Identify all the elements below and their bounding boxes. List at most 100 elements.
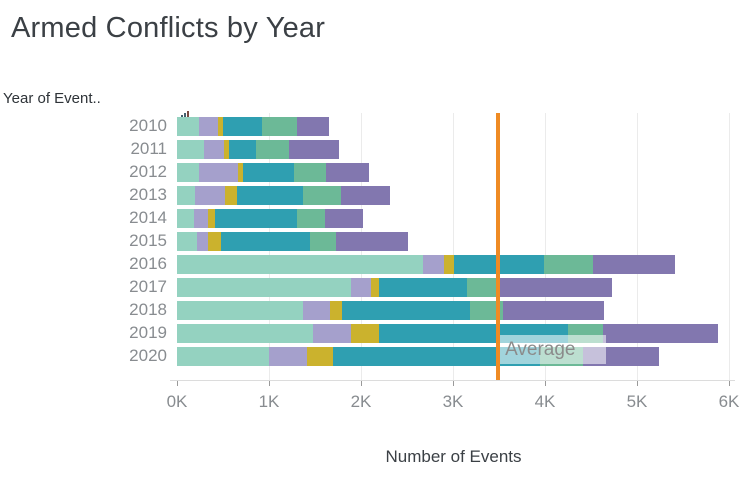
bar-2014-segment-gold[interactable] [208,209,215,228]
year-label-2017[interactable]: 2017 [129,277,167,296]
bar-2020-segment-gold[interactable] [306,347,334,366]
bar-2016-segment-purple[interactable] [592,255,675,274]
bar-2019-segment-purple[interactable] [602,324,718,343]
tick-mark-5K [637,381,638,386]
year-label-2020[interactable]: 2020 [129,346,167,365]
tick-label-6K: 6K [718,392,740,411]
bar-2017-segment-gold[interactable] [371,278,380,297]
plot-area: Average [177,113,730,380]
bar-2014-segment-lavender[interactable] [193,209,209,228]
bar-2013-segment-gold[interactable] [224,186,237,205]
bar-2015-segment-lavender[interactable] [197,232,209,251]
bar-2010-segment-green[interactable] [261,117,298,136]
bar-2018-segment-gold[interactable] [329,301,342,320]
bar-2014-segment-mint[interactable] [177,209,194,228]
bar-row-2019 [177,324,718,343]
bar-2017-segment-green[interactable] [466,278,499,297]
bar-2016-segment-lavender[interactable] [422,255,444,274]
average-reference-line[interactable] [496,113,501,380]
bar-2020-segment-teal[interactable] [333,347,541,366]
bar-row-2017 [177,278,613,297]
tick-mark-0K [177,381,178,386]
tick-label-2K: 2K [350,392,372,411]
bar-2015-segment-purple[interactable] [336,232,408,251]
bar-2015-segment-mint[interactable] [177,232,198,251]
tick-mark-6K [729,381,730,386]
bar-row-2015 [177,232,408,251]
bar-2012-segment-green[interactable] [293,163,326,182]
bar-2010-segment-teal[interactable] [222,117,262,136]
year-label-2012[interactable]: 2012 [129,162,167,181]
bar-2013-segment-lavender[interactable] [195,186,225,205]
bar-2011-segment-mint[interactable] [177,140,204,159]
bar-row-2018 [177,301,604,320]
bar-2010-segment-mint[interactable] [177,117,200,136]
bar-2017-segment-purple[interactable] [498,278,613,297]
bar-2018-segment-green[interactable] [470,301,503,320]
bar-2018-segment-mint[interactable] [177,301,304,320]
year-label-2019[interactable]: 2019 [129,323,167,342]
bar-2013-segment-mint[interactable] [177,186,196,205]
tick-mark-1K [269,381,270,386]
bar-2020-segment-mint[interactable] [177,347,269,366]
bar-2015-segment-gold[interactable] [208,232,222,251]
bar-2020-segment-lavender[interactable] [269,347,307,366]
tick-label-3K: 3K [442,392,464,411]
average-line-label: Average [500,335,607,364]
year-label-2011[interactable]: 2011 [130,139,167,158]
bar-2013-segment-purple[interactable] [340,186,391,205]
bar-2014-segment-purple[interactable] [325,209,363,228]
chart-title: Armed Conflicts by Year [11,12,326,44]
bar-2014-segment-teal[interactable] [214,209,297,228]
year-label-2015[interactable]: 2015 [129,231,167,250]
bar-2016-segment-green[interactable] [544,255,593,274]
bar-2019-segment-mint[interactable] [177,324,314,343]
bar-2010-segment-lavender[interactable] [199,117,219,136]
bar-2011-segment-lavender[interactable] [203,140,224,159]
tick-label-5K: 5K [626,392,648,411]
bar-row-2012 [177,163,370,182]
tick-mark-2K [361,381,362,386]
bar-2017-segment-lavender[interactable] [350,278,372,297]
gridline-4K [545,113,546,380]
bar-2017-segment-teal[interactable] [379,278,467,297]
tick-label-4K: 4K [534,392,556,411]
bar-2013-segment-green[interactable] [303,186,341,205]
row-field-header[interactable]: Year of Event.. [3,90,101,107]
bar-row-2013 [177,186,391,205]
year-label-2018[interactable]: 2018 [129,300,167,319]
bar-2018-segment-purple[interactable] [502,301,604,320]
bar-row-2016 [177,255,675,274]
year-label-2014[interactable]: 2014 [129,208,167,227]
year-label-2013[interactable]: 2013 [129,185,167,204]
bar-2012-segment-gold[interactable] [237,163,244,182]
bar-row-2011 [177,140,339,159]
year-label-2010[interactable]: 2010 [129,116,167,135]
tick-label-0K: 0K [166,392,188,411]
bar-2017-segment-mint[interactable] [177,278,351,297]
bar-2018-segment-teal[interactable] [341,301,471,320]
bar-2011-segment-green[interactable] [256,140,290,159]
year-label-2016[interactable]: 2016 [129,254,167,273]
bar-2011-segment-teal[interactable] [228,140,257,159]
bar-2012-segment-lavender[interactable] [199,163,238,182]
bar-2011-segment-purple[interactable] [289,140,339,159]
bar-2012-segment-mint[interactable] [177,163,200,182]
bar-2012-segment-teal[interactable] [243,163,294,182]
bar-2015-segment-teal[interactable] [221,232,311,251]
bar-2019-segment-lavender[interactable] [313,324,351,343]
bar-2012-segment-purple[interactable] [326,163,370,182]
x-axis-line [170,380,735,381]
bar-2018-segment-lavender[interactable] [303,301,330,320]
bar-2016-segment-mint[interactable] [177,255,423,274]
bar-2019-segment-gold[interactable] [350,324,380,343]
bar-2015-segment-green[interactable] [310,232,337,251]
x-axis-title: Number of Events [385,447,522,466]
bar-2016-segment-gold[interactable] [443,255,454,274]
bar-2010-segment-gold[interactable] [218,117,223,136]
bar-2013-segment-teal[interactable] [236,186,304,205]
bar-2014-segment-green[interactable] [296,209,326,228]
bar-2011-segment-gold[interactable] [223,140,229,159]
bar-2010-segment-purple[interactable] [297,117,329,136]
